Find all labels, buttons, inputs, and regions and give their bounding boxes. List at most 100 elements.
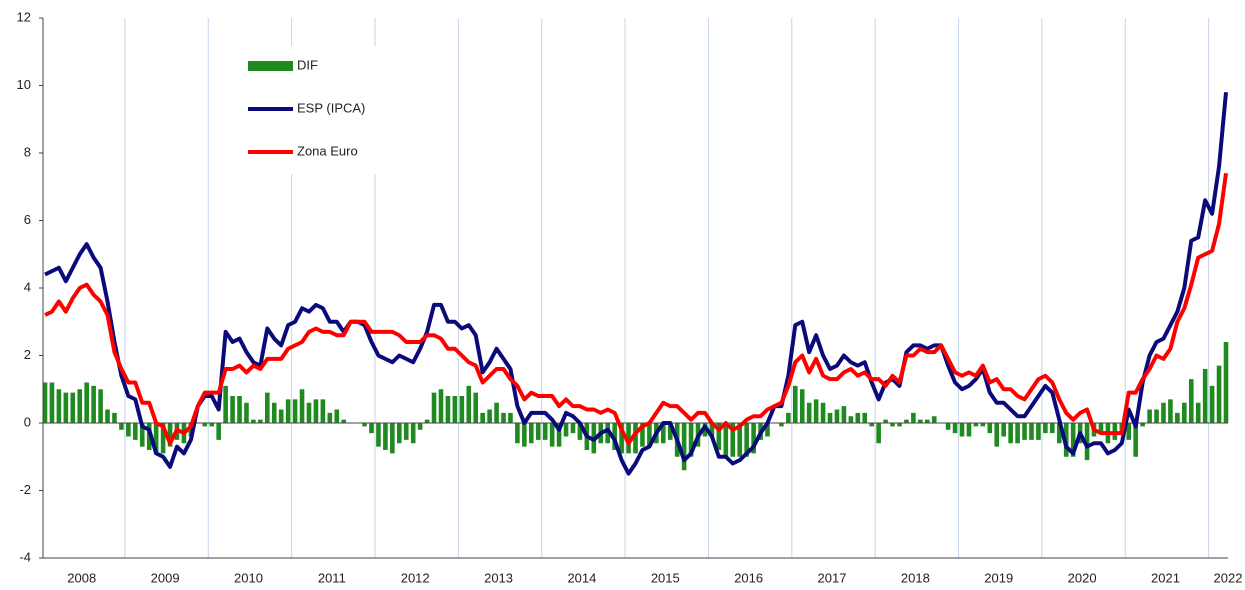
bar bbox=[278, 409, 284, 423]
x-tick-label: 2022 bbox=[1214, 570, 1243, 585]
bar bbox=[285, 399, 291, 423]
bar bbox=[1202, 369, 1208, 423]
bar bbox=[848, 416, 854, 423]
bar bbox=[1209, 385, 1215, 423]
bar bbox=[258, 419, 263, 423]
bar bbox=[320, 399, 326, 423]
bar bbox=[313, 399, 319, 423]
y-tick-label: 8 bbox=[24, 144, 31, 159]
x-tick-label: 2010 bbox=[234, 570, 263, 585]
x-tick-label: 2020 bbox=[1068, 570, 1097, 585]
bar bbox=[737, 423, 743, 457]
bar bbox=[973, 423, 979, 427]
bar bbox=[820, 402, 826, 423]
bar bbox=[403, 423, 409, 440]
legend-label: Zona Euro bbox=[297, 143, 358, 158]
bar bbox=[244, 402, 249, 423]
x-tick-label: 2019 bbox=[984, 570, 1013, 585]
bar bbox=[945, 423, 951, 430]
bar bbox=[869, 423, 874, 427]
bar bbox=[522, 423, 527, 447]
y-tick-label: 0 bbox=[24, 414, 31, 429]
legend: DIF ESP (IPCA) Zona Euro bbox=[238, 46, 388, 174]
bar bbox=[1084, 423, 1090, 461]
bar bbox=[112, 412, 117, 423]
bar bbox=[563, 423, 569, 437]
bar bbox=[501, 412, 506, 423]
x-tick-label: 2016 bbox=[734, 570, 763, 585]
bar bbox=[841, 406, 847, 423]
x-tick-label: 2008 bbox=[67, 570, 96, 585]
bar bbox=[417, 423, 423, 430]
bar bbox=[924, 419, 930, 423]
bar bbox=[633, 423, 638, 454]
bar bbox=[966, 423, 972, 437]
bar bbox=[1195, 402, 1201, 423]
bar bbox=[105, 409, 110, 423]
y-tick-label: 12 bbox=[17, 9, 31, 24]
bar bbox=[376, 423, 381, 447]
bar bbox=[619, 423, 624, 454]
bar bbox=[1070, 423, 1076, 457]
bar bbox=[1147, 409, 1152, 423]
bar bbox=[397, 423, 402, 444]
bar bbox=[792, 385, 798, 423]
y-tick-label: 2 bbox=[24, 347, 31, 362]
bar bbox=[508, 412, 513, 423]
bar bbox=[855, 412, 861, 423]
bar bbox=[660, 423, 666, 444]
bar bbox=[1126, 423, 1132, 440]
bar bbox=[49, 382, 55, 423]
bar bbox=[299, 389, 305, 423]
y-tick-label: 6 bbox=[24, 212, 31, 227]
bar bbox=[84, 382, 89, 423]
bar bbox=[1223, 342, 1229, 423]
bar bbox=[1029, 423, 1034, 440]
bar bbox=[1133, 423, 1138, 457]
bar bbox=[63, 392, 69, 423]
bar bbox=[216, 423, 221, 440]
line bbox=[44, 92, 1228, 476]
bar bbox=[139, 423, 145, 447]
bar bbox=[1050, 423, 1055, 434]
bar bbox=[341, 419, 347, 423]
bar bbox=[723, 423, 729, 457]
bar bbox=[167, 423, 173, 447]
bar bbox=[410, 423, 416, 444]
bar bbox=[91, 385, 96, 423]
bar bbox=[1216, 365, 1222, 423]
bar bbox=[306, 402, 312, 423]
bar bbox=[223, 385, 228, 423]
bar bbox=[1022, 423, 1027, 440]
bar bbox=[890, 423, 895, 427]
bar bbox=[862, 412, 868, 423]
bar bbox=[1098, 423, 1104, 434]
y-tick-label: 4 bbox=[24, 279, 31, 294]
bar bbox=[327, 412, 333, 423]
bar bbox=[1036, 423, 1041, 440]
legend-label: ESP (IPCA) bbox=[297, 100, 365, 115]
x-tick-label: 2021 bbox=[1151, 570, 1180, 585]
bar bbox=[1154, 409, 1159, 423]
bar bbox=[556, 423, 562, 447]
bar bbox=[626, 423, 631, 454]
bar bbox=[459, 396, 465, 423]
bar bbox=[1015, 423, 1020, 444]
bar bbox=[1161, 402, 1166, 423]
bar bbox=[876, 423, 881, 444]
bar bbox=[77, 389, 83, 423]
bar bbox=[813, 399, 819, 423]
bar bbox=[959, 423, 965, 437]
bar bbox=[806, 402, 812, 423]
bar bbox=[494, 402, 499, 423]
bar bbox=[765, 423, 770, 437]
bar bbox=[931, 416, 937, 423]
bar bbox=[383, 423, 388, 450]
bar bbox=[445, 396, 451, 423]
y-tick-label: 10 bbox=[17, 77, 31, 92]
bar bbox=[681, 423, 687, 471]
bar bbox=[70, 392, 76, 423]
bar bbox=[42, 382, 48, 423]
bar bbox=[438, 389, 444, 423]
x-tick-label: 2011 bbox=[318, 570, 346, 585]
